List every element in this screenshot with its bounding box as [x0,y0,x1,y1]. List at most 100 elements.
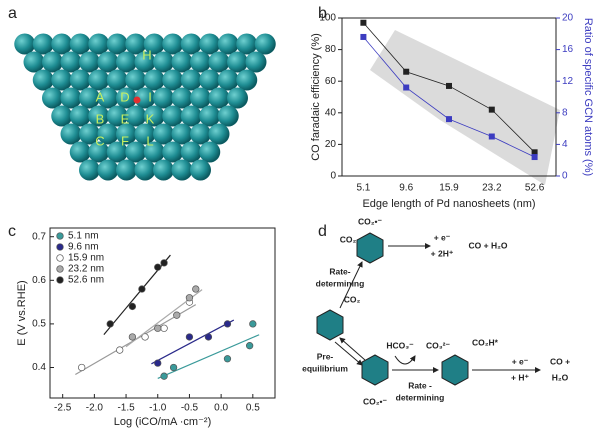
atom [208,51,230,73]
panel-label: c [8,223,16,240]
atom [180,105,202,127]
atom [88,141,110,163]
mechanism-label: CO + [550,356,570,366]
atom [143,105,165,127]
atom [217,33,239,55]
y-axis-label: CO faradaic efficiency (%) [310,33,322,161]
point [128,333,137,341]
atom [116,123,137,145]
mechanism-label: Pre- [317,351,334,361]
legend-marker [56,254,64,262]
atom [134,51,156,73]
y2-tick-label: 20 [562,13,574,24]
atom [97,51,119,73]
mechanism-graphics [316,232,541,386]
mechanism-label: CO₃²⁻ [426,340,451,350]
x-tick-label: 5.1 [356,183,370,194]
atom [88,105,110,127]
point [185,333,194,341]
atom [199,69,221,91]
point [360,19,367,26]
atom [162,105,184,127]
atom [153,51,174,73]
y-tick-label: 20 [325,139,337,150]
site-label: D [120,89,129,104]
atom [190,87,211,109]
point [488,133,495,140]
atom [171,159,193,181]
y-tick-label: 0.4 [32,362,46,373]
point [192,285,200,293]
atom [79,51,100,73]
panel-label: b [318,5,327,22]
atom [106,33,128,55]
point [160,259,168,267]
mechanism-label: + 2H⁺ [431,248,454,258]
nanosheet-model [14,33,276,181]
atom [125,105,147,127]
atom [208,87,230,109]
panel-label: a [8,5,17,22]
atom [88,33,110,55]
atom [143,33,165,55]
x-tick-label: 52.6 [525,183,545,194]
y-tick-label: 0.5 [32,319,46,330]
x-tick-label: -1.0 [149,403,167,414]
point [223,320,232,328]
legend-label: 15.9 nm [68,253,104,264]
atom [143,141,165,163]
atom [245,51,267,73]
atom [106,69,128,91]
point [106,320,114,328]
plot-frame [49,227,276,399]
atom [116,51,137,73]
point [531,149,538,156]
x-tick-label: 23.2 [482,183,502,194]
atom [227,51,248,73]
atom [162,33,184,55]
confidence-band [370,30,560,185]
atom [180,141,202,163]
site-label: C [95,133,104,148]
point [141,333,149,341]
atom [171,51,193,73]
atom [60,51,82,73]
atom [79,123,100,145]
y2-axis-label: Ratio of specific GCN atoms (%) [582,18,594,176]
atom [60,123,82,145]
mechanism-label: CO₂•⁻ [363,396,388,406]
atom [60,87,82,109]
y-tick-label: 0 [330,171,336,182]
fit-line [151,319,235,365]
atom [97,123,119,145]
atom [254,33,276,55]
fit-line [157,334,260,380]
point [488,106,495,113]
point [185,294,194,302]
atom [79,87,100,109]
atom [125,33,147,55]
atom [51,69,73,91]
x-tick-label: 0.5 [246,403,260,414]
point [204,333,213,341]
mechanism-label: + e⁻ [512,356,529,366]
atom [190,123,211,145]
plot-frame [341,17,557,177]
atom [199,105,221,127]
legend-marker [56,265,64,273]
point [169,363,178,372]
point [223,355,232,363]
y2-tick-label: 4 [562,139,568,150]
atom [97,159,119,181]
atom [180,33,202,55]
site-label: A [96,89,105,104]
legend-marker [56,276,64,284]
point [360,33,367,40]
site-label: F [121,133,129,148]
x-axis-label: Edge length of Pd nanosheets (nm) [362,198,535,210]
x-tick-label: -1.5 [117,403,135,414]
atom [116,87,137,109]
point [249,320,257,328]
panel-label: d [318,223,327,240]
